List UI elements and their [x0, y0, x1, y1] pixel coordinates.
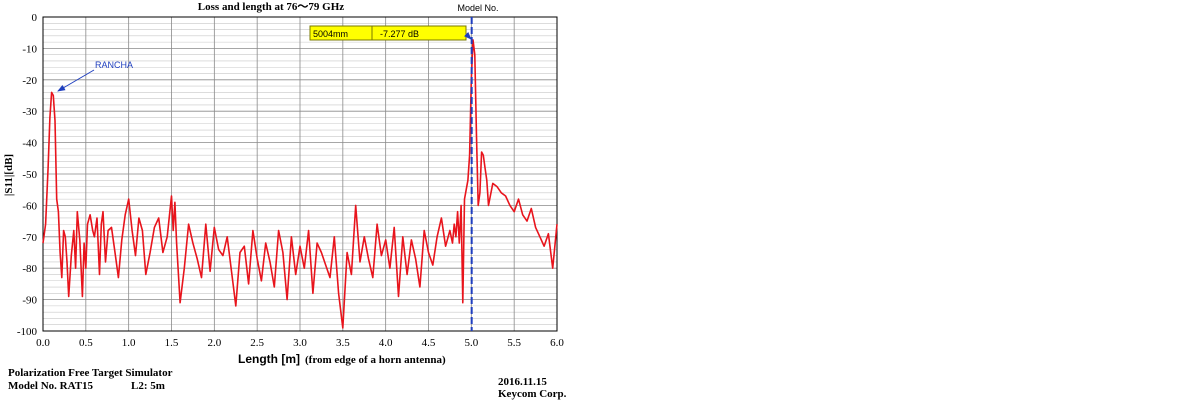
- x-tick-label: 1.5: [165, 337, 179, 349]
- x-tick-label: 2.5: [250, 337, 264, 349]
- readout-value: -7.277 dB: [380, 29, 419, 39]
- x-tick-label: 1.0: [122, 337, 136, 349]
- y-tick-label: -60: [22, 200, 37, 212]
- x-tick-labels: 0.0 0.5 1.0 1.5 2.0 2.5 3.0 3.5 4.0 4.5 5.0 5.5 6.0: [36, 337, 564, 349]
- x-tick-label: 3.0: [293, 337, 307, 349]
- y-tick-labels: 0 -10 -20 -30 -40 -50 -60 -70 -80 -90 -100: [17, 12, 38, 338]
- x-axis-label: Length [m]: [238, 352, 300, 366]
- x-tick-label: 6.0: [550, 337, 564, 349]
- plot-area: [42, 16, 558, 332]
- y-tick-label: -50: [22, 169, 37, 181]
- y-tick-label: -40: [22, 138, 37, 150]
- x-tick-label: 3.5: [336, 337, 350, 349]
- model-annotation: Model No.: [457, 3, 498, 13]
- x-tick-label: 5.5: [507, 337, 521, 349]
- rancha-arrow: [57, 69, 95, 92]
- x-tick-label: 0.5: [79, 337, 93, 349]
- x-tick-label: 5.0: [464, 337, 478, 349]
- readout-box: 5004mm -7.277 dB: [309, 25, 467, 41]
- series-line: [42, 39, 558, 329]
- y-tick-label: -70: [22, 232, 37, 244]
- footer-company: Keycom Corp.: [498, 388, 567, 400]
- y-tick-label: -30: [22, 106, 37, 118]
- x-tick-label: 4.0: [379, 337, 393, 349]
- y-axis-label: |S11|[dB]: [3, 154, 15, 196]
- footer-l2: L2: 5m: [131, 380, 165, 392]
- readout-length: 5004mm: [313, 29, 348, 39]
- x-axis-note: (from edge of a horn antenna): [305, 354, 446, 366]
- rancha-annotation: RANCHA: [95, 60, 133, 70]
- y-tick-label: -80: [22, 263, 37, 275]
- footer-line1: Polarization Free Target Simulator: [8, 367, 173, 379]
- y-tick-label: -20: [22, 75, 37, 87]
- chart-title: Loss and length at 76～79 GHz: [198, 1, 344, 13]
- x-tick-label: 2.0: [207, 337, 221, 349]
- readout-arrow: [463, 31, 472, 40]
- y-tick-label: -100: [17, 326, 38, 338]
- y-tick-label: -90: [22, 295, 37, 307]
- footer-model: Model No. RAT15: [8, 380, 94, 392]
- x-tick-label: 0.0: [36, 337, 50, 349]
- footer-date: 2016.11.15: [498, 376, 547, 388]
- y-tick-label: -10: [22, 43, 37, 55]
- y-tick-label: 0: [32, 12, 38, 24]
- x-tick-label: 4.5: [422, 337, 436, 349]
